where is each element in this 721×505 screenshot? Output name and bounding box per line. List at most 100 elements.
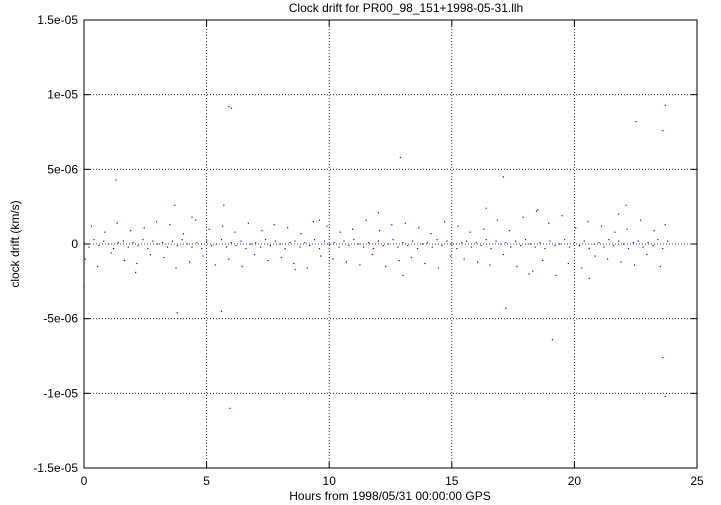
data-point: [312, 221, 314, 223]
data-point: [640, 219, 642, 221]
data-point: [309, 244, 311, 247]
data-point: [130, 230, 132, 232]
x-tick-label: 20: [568, 474, 582, 488]
data-point: [627, 247, 630, 250]
data-point: [253, 253, 256, 256]
data-point: [505, 307, 507, 309]
data-point: [186, 243, 188, 245]
data-point: [549, 240, 551, 242]
data-point: [551, 339, 554, 341]
data-point: [387, 243, 389, 245]
data-point: [593, 243, 595, 245]
data-point: [402, 242, 404, 244]
data-point: [260, 246, 262, 248]
data-point: [657, 239, 659, 241]
data-point: [618, 240, 620, 242]
data-point: [489, 264, 491, 266]
data-point: [437, 267, 440, 269]
data-point: [358, 243, 360, 245]
data-point: [667, 240, 669, 242]
data-point: [450, 255, 452, 257]
data-point: [613, 244, 615, 247]
data-point: [542, 259, 544, 262]
data-point: [235, 244, 237, 247]
data-point: [228, 106, 230, 108]
data-point: [522, 216, 524, 218]
data-point: [155, 221, 158, 223]
data-point: [90, 225, 93, 227]
x-tick-label: 5: [203, 474, 210, 488]
data-point: [339, 231, 341, 233]
data-point: [573, 242, 576, 244]
data-point: [273, 224, 275, 226]
data-point: [215, 243, 218, 245]
x-tick-label: 15: [445, 474, 459, 488]
data-point: [407, 244, 409, 247]
data-point: [519, 244, 522, 247]
data-point: [461, 242, 463, 244]
data-point: [157, 243, 159, 245]
data-point: [250, 243, 252, 245]
data-point: [528, 273, 530, 275]
data-point: [664, 395, 666, 398]
data-point: [457, 225, 459, 227]
data-point: [475, 242, 478, 244]
data-point: [182, 233, 185, 235]
data-point: [412, 240, 414, 242]
data-point: [583, 240, 585, 242]
data-point: [480, 244, 482, 247]
data-point: [166, 246, 169, 248]
data-point: [371, 253, 373, 256]
data-points: [83, 104, 669, 409]
data-point: [662, 356, 664, 359]
data-point: [575, 227, 577, 229]
y-tick-label: -1.5e-05: [33, 461, 78, 475]
data-point: [664, 104, 666, 106]
data-point: [142, 239, 144, 241]
x-tick-label: 25: [690, 474, 704, 488]
data-point: [620, 261, 622, 263]
data-point: [359, 264, 361, 266]
data-point: [264, 239, 267, 241]
data-point: [195, 219, 197, 221]
data-point: [578, 244, 581, 247]
data-point: [588, 247, 590, 250]
data-point: [313, 239, 316, 241]
data-point: [255, 242, 257, 244]
data-point: [485, 239, 487, 241]
data-point: [304, 242, 306, 244]
data-point: [169, 224, 171, 226]
data-point: [647, 242, 649, 244]
axis-ticks: 0 5 10 15 20 25 -1.5e-05 -1e-05 -5e-06 0 5e-06 1e-0…: [33, 13, 704, 488]
data-point: [463, 258, 465, 260]
data-point: [318, 247, 321, 250]
data-point: [485, 207, 487, 209]
data-point: [418, 227, 420, 229]
data-point: [136, 262, 138, 265]
data-point: [229, 407, 231, 409]
data-point: [225, 246, 227, 248]
data-point: [664, 224, 666, 226]
data-point: [554, 244, 556, 247]
x-axis-label: Hours from 1998/05/31 00:00:00 GPS: [289, 489, 490, 503]
x-tick-label: 0: [81, 474, 88, 488]
data-point: [561, 215, 563, 217]
data-point: [397, 246, 399, 248]
data-point: [529, 243, 531, 245]
data-point: [614, 231, 616, 233]
data-point: [289, 242, 291, 244]
data-point: [398, 259, 400, 262]
data-point: [181, 239, 183, 241]
data-point: [548, 222, 550, 224]
data-point: [632, 242, 634, 244]
data-point: [534, 246, 536, 248]
data-point: [116, 222, 118, 224]
data-point: [137, 244, 139, 247]
data-point: [635, 121, 637, 123]
data-point: [176, 312, 178, 314]
data-point: [477, 261, 479, 263]
data-point: [404, 222, 406, 224]
data-point: [377, 212, 379, 214]
data-point: [564, 239, 566, 241]
